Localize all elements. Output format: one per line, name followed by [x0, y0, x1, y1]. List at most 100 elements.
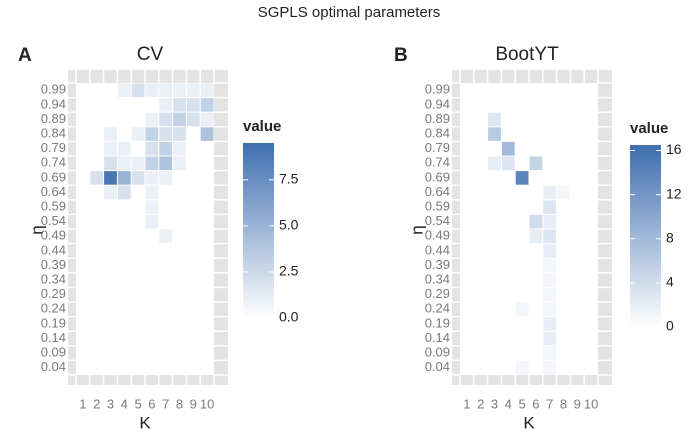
heatmap-cell [515, 171, 529, 185]
colorbar-tick-label: 7.5 [279, 171, 299, 187]
heatmap-cell [543, 302, 557, 317]
heatmap-cell [186, 112, 200, 127]
x-tick-label: 9 [574, 396, 581, 411]
colorbar [630, 145, 661, 327]
y-tick-label: 0.74 [41, 155, 66, 170]
colorbar-tick-label: 4 [666, 274, 674, 290]
heatmap-cell [543, 258, 557, 273]
heatmap-cell [117, 141, 131, 156]
heatmap-cell [529, 156, 543, 171]
colorbar-title: value [630, 120, 668, 137]
heatmap-cell [131, 171, 145, 185]
heatmap-cell [543, 200, 557, 214]
heatmap-cell [543, 273, 557, 287]
panel-title: CV [137, 44, 164, 65]
heatmap-cell [159, 171, 173, 185]
y-tick-label: 0.89 [425, 111, 450, 126]
x-tick-label: 6 [532, 396, 539, 411]
heatmap-cell [131, 83, 145, 98]
heatmap-cell [104, 185, 117, 200]
heatmap-cell [186, 83, 200, 98]
y-tick-label: 0.24 [41, 301, 66, 316]
x-tick-label: 8 [176, 396, 183, 411]
y-tick-label: 0.99 [41, 82, 66, 97]
y-tick-label: 0.29 [41, 286, 66, 301]
x-tick-label: 9 [190, 396, 197, 411]
x-axis-title: K [139, 413, 151, 432]
heatmap-cell [173, 141, 186, 156]
y-tick-label: 0.69 [425, 169, 450, 184]
heatmap-cell [159, 156, 173, 171]
y-tick-label: 0.39 [41, 257, 66, 272]
y-tick-label: 0.44 [425, 242, 450, 257]
y-tick-label: 0.79 [425, 140, 450, 155]
y-tick-label: 0.09 [425, 345, 450, 360]
heatmap-cell [159, 141, 173, 156]
y-tick-label: 0.89 [41, 111, 66, 126]
y-tick-label: 0.09 [41, 345, 66, 360]
y-tick-label: 0.64 [41, 184, 66, 199]
heatmap-cell [515, 302, 529, 317]
heatmap-cell [488, 127, 501, 141]
x-tick-label: 2 [93, 396, 100, 411]
x-tick-label: 2 [477, 396, 484, 411]
heatmap-cell [173, 156, 186, 171]
colorbar-tick-label: 16 [666, 141, 682, 157]
heatmap-cell [200, 127, 214, 141]
colorbar-title: value [243, 118, 281, 135]
heatmap-cell [543, 229, 557, 244]
heatmap-cell [543, 331, 557, 346]
heatmap-cell [501, 156, 515, 171]
heatmap-cell [186, 98, 200, 112]
y-tick-label: 0.19 [425, 315, 450, 330]
colorbar-tick-label: 5.0 [279, 217, 299, 233]
x-tick-label: 1 [79, 396, 86, 411]
x-tick-label: 8 [560, 396, 567, 411]
y-tick-label: 0.34 [425, 272, 450, 287]
colorbar-tick-label: 0.0 [279, 309, 299, 325]
x-tick-label: 5 [518, 396, 525, 411]
y-tick-label: 0.54 [41, 213, 66, 228]
y-tick-label: 0.59 [41, 199, 66, 214]
figure-title: SGPLS optimal parameters [258, 4, 441, 21]
heatmap-cell [173, 127, 186, 141]
heatmap-cell [543, 346, 557, 360]
y-tick-label: 0.69 [41, 169, 66, 184]
x-axis-title: K [523, 413, 535, 432]
heatmap-cell [131, 156, 145, 171]
heatmap-cell [104, 141, 117, 156]
y-tick-label: 0.14 [425, 330, 450, 345]
x-tick-label: 5 [134, 396, 141, 411]
y-tick-label: 0.49 [425, 228, 450, 243]
heatmap-cell [543, 360, 557, 375]
heatmap-cell [145, 83, 159, 98]
x-tick-label: 6 [148, 396, 155, 411]
heatmap-cell [543, 287, 557, 302]
heatmap-cell [200, 83, 214, 98]
heatmap-cell [117, 83, 131, 98]
colorbar-tick-label: 2.5 [279, 263, 299, 279]
heatmap-cell [543, 317, 557, 331]
y-tick-label: 0.94 [425, 96, 450, 111]
y-tick-label: 0.49 [41, 228, 66, 243]
colorbar-tick-label: 12 [666, 185, 682, 201]
y-tick-label: 0.54 [425, 213, 450, 228]
y-tick-label: 0.64 [425, 184, 450, 199]
y-tick-label: 0.44 [41, 242, 66, 257]
y-tick-label: 0.94 [41, 96, 66, 111]
heatmap-cell [145, 156, 159, 171]
y-axis-title: η [27, 225, 46, 234]
heatmap-cell [145, 214, 159, 229]
heatmap-cell [159, 112, 173, 127]
y-tick-label: 0.74 [425, 155, 450, 170]
x-tick-label: 10 [584, 396, 598, 411]
x-tick-label: 3 [491, 396, 498, 411]
heatmap-cell [117, 171, 131, 185]
y-tick-label: 0.04 [425, 359, 450, 374]
x-tick-label: 3 [107, 396, 114, 411]
heatmap-cell [104, 171, 117, 185]
x-tick-label: 7 [546, 396, 553, 411]
x-tick-label: 7 [162, 396, 169, 411]
heatmap-cell [159, 229, 173, 244]
y-tick-label: 0.59 [425, 199, 450, 214]
